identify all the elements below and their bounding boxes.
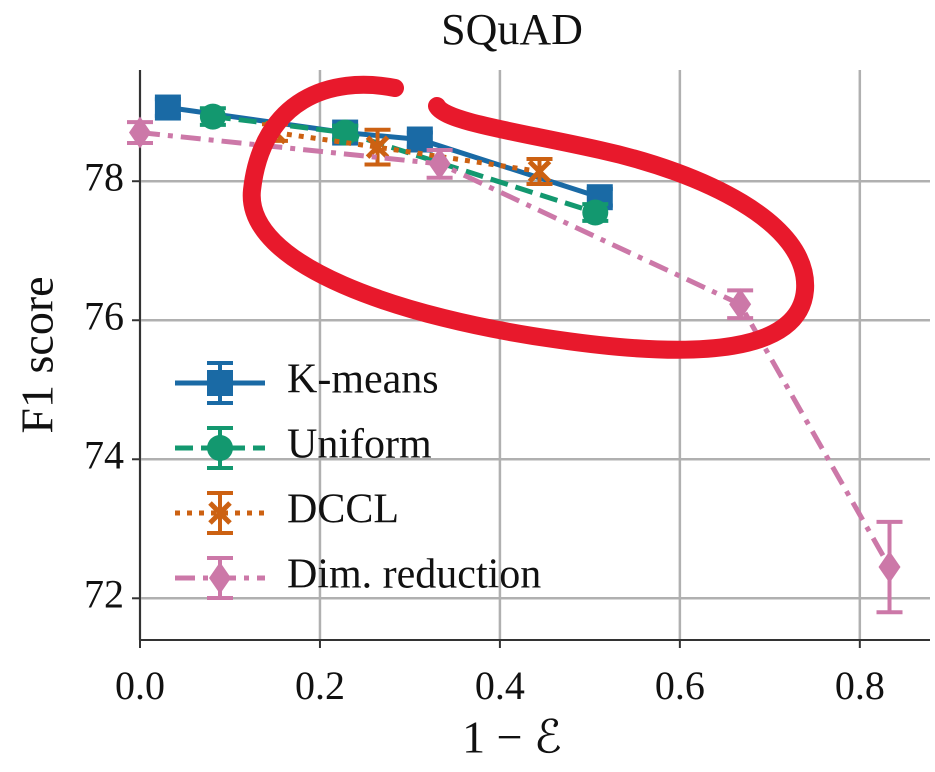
grid: 0.0 0.2 0.4 0.6 0.8 72 74 76 78 (84, 70, 930, 708)
x-axis-label: 1 − ℰ (462, 712, 562, 763)
marker (878, 551, 901, 584)
legend-marker (207, 435, 233, 461)
marker (582, 199, 609, 226)
marker (332, 119, 359, 146)
marker (729, 288, 752, 321)
legend: K-means Uniform DCCL Dim. reduction (175, 357, 541, 600)
marker (129, 116, 151, 149)
marker (365, 135, 390, 159)
x-tick-label: 0.4 (475, 663, 525, 708)
legend-label: K-means (287, 357, 439, 403)
marker (154, 94, 181, 121)
x-tick-label: 0.0 (115, 663, 165, 708)
y-tick-label: 78 (84, 154, 124, 199)
legend-marker (208, 501, 232, 525)
x-tick-label: 0.2 (295, 663, 345, 708)
series-line (139, 130, 892, 569)
y-tick-label: 74 (84, 432, 124, 477)
legend-label: DCCL (287, 487, 399, 533)
legend-label: Uniform (287, 422, 432, 468)
annotation-circle (242, 75, 815, 359)
x-tick-label: 0.6 (655, 663, 705, 708)
legend-marker (209, 562, 231, 594)
marker (428, 147, 451, 180)
y-tick-label: 76 (84, 293, 124, 338)
plot-area (127, 94, 903, 615)
marker (199, 103, 226, 130)
y-axis-label: F1 score (12, 276, 63, 433)
chart-title: SQuAD (441, 5, 583, 54)
legend-marker (207, 370, 233, 396)
y-tick-label: 72 (84, 571, 124, 616)
marker (527, 159, 552, 184)
legend-label: Dim. reduction (287, 552, 541, 598)
x-tick-label: 0.8 (835, 663, 885, 708)
